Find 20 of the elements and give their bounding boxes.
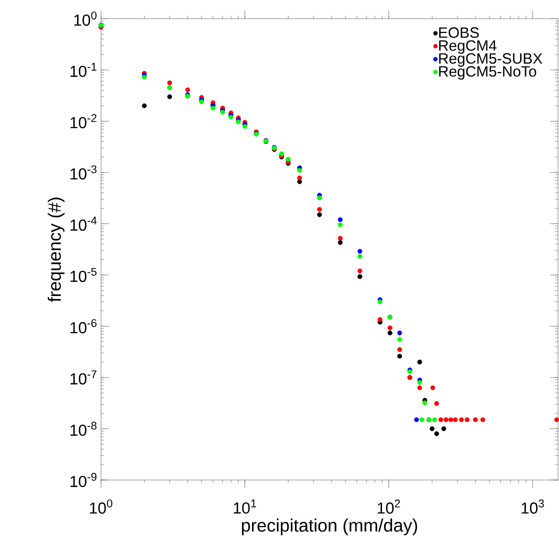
y-tick-label: 10$^{-2}$ (70, 114, 96, 128)
y-tick-label: 10$^{-7}$ (70, 370, 96, 385)
y-tick-label: 10$^{-4}$ (70, 216, 97, 231)
y-tick-label: 10$^{-8}$ (70, 422, 96, 436)
x-axis-title: precipitation (mm/day) (242, 518, 418, 536)
legend-label: RegCM5-NoTo (439, 66, 536, 80)
x-tick-label: 10$^{3}$ (522, 500, 544, 514)
y-tick-label: 10$^{0}$ (74, 12, 97, 26)
legend-label: RegCM4 (439, 40, 496, 54)
y-tick-label: 10$^{-3}$ (70, 165, 96, 180)
legend-label: EOBS (439, 27, 479, 38)
y-tick-label: 10$^{-6}$ (70, 319, 96, 334)
y-tick-label: 10$^{-1}$ (70, 62, 96, 77)
y-axis-title: frequency (#) (48, 198, 64, 302)
legend-label: RegCM5-SUBX (439, 53, 542, 67)
y-tick-label: 10$^{-5}$ (70, 268, 97, 282)
x-tick-label: 10$^{2}$ (378, 500, 400, 514)
y-tick-label: 10$^{-9}$ (70, 472, 96, 488)
x-tick-label: 10$^{0}$ (90, 500, 112, 514)
x-tick-label: 10$^{1}$ (234, 500, 256, 514)
